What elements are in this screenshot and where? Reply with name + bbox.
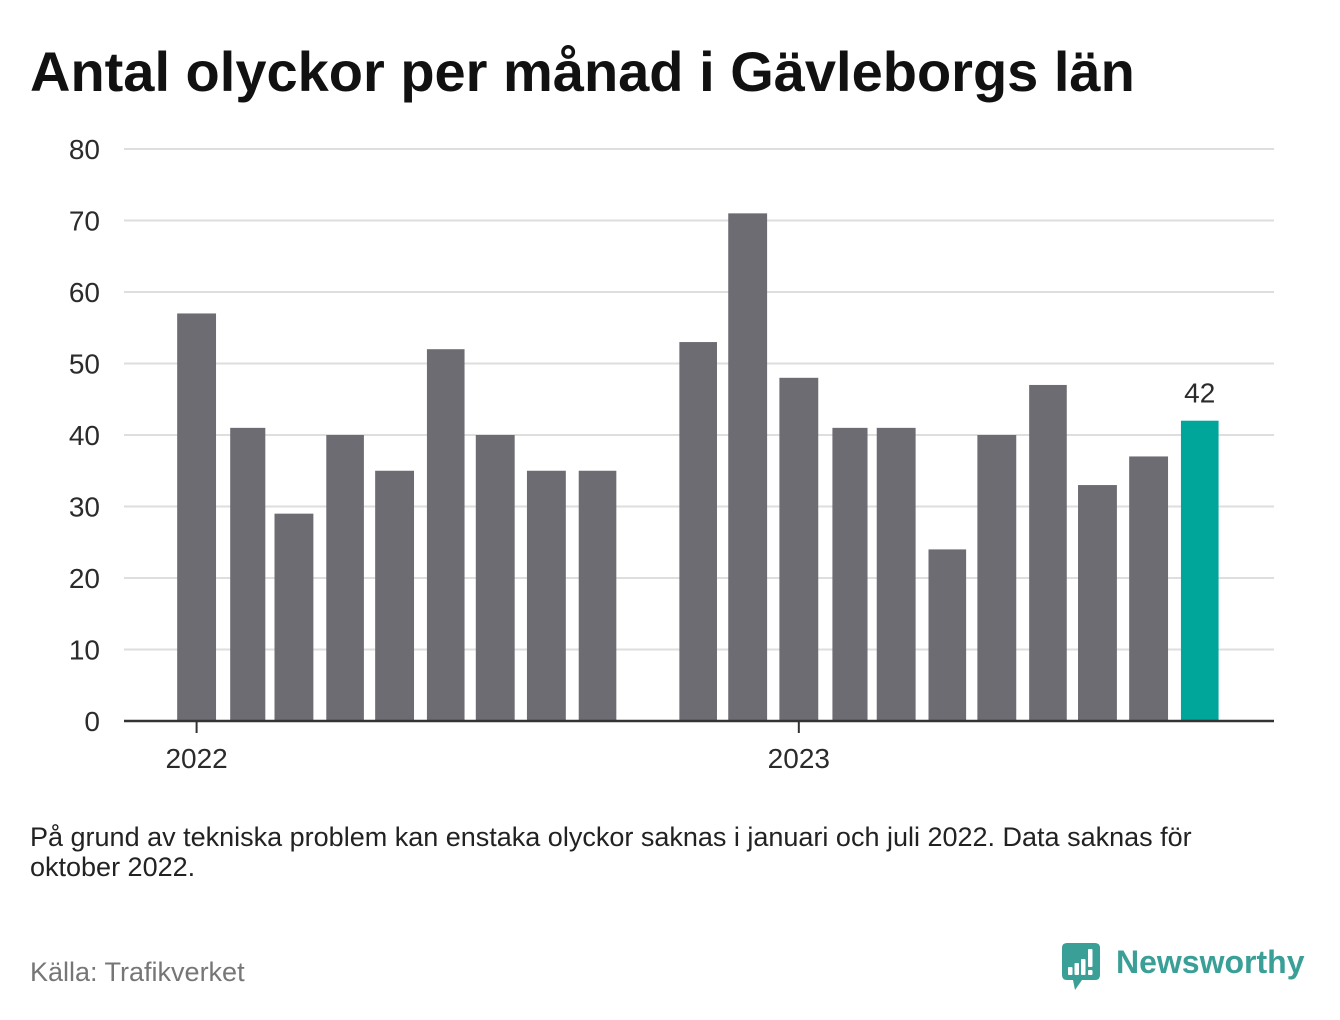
logo-dot xyxy=(1088,970,1093,975)
y-tick-label: 50 xyxy=(69,349,100,380)
data-label: 42 xyxy=(1184,378,1215,409)
bar-2023-04 xyxy=(928,549,967,721)
data-labels: 42 xyxy=(1184,378,1215,409)
bar-2023-06 xyxy=(1029,384,1067,721)
bar-2022-11 xyxy=(679,342,717,721)
logo-bar-3 xyxy=(1081,959,1086,975)
y-tick-label: 0 xyxy=(84,706,100,737)
y-tick-label: 30 xyxy=(69,492,100,523)
bars xyxy=(177,213,1219,721)
bar-2023-05 xyxy=(977,435,1017,721)
bar-2023-01 xyxy=(779,377,819,721)
logo-bar-4 xyxy=(1088,949,1093,967)
x-tick-label: 2023 xyxy=(768,743,830,774)
y-tick-label: 60 xyxy=(69,277,100,308)
bar-2023-02 xyxy=(832,427,868,721)
bar-2022-04 xyxy=(326,435,364,721)
y-axis-labels: 0 10 20 30 40 50 60 70 80 xyxy=(69,134,100,737)
bar-2023-03 xyxy=(876,427,916,721)
bar-2023-08 xyxy=(1129,456,1169,721)
bar-2022-07 xyxy=(475,435,515,721)
chart-bubble-icon xyxy=(1062,943,1100,990)
y-tick-label: 20 xyxy=(69,563,100,594)
bar-2022-03 xyxy=(274,513,314,721)
bar-2022-08 xyxy=(526,470,566,721)
bar-2022-09 xyxy=(578,470,617,721)
footnote: På grund av tekniska problem kan enstaka… xyxy=(30,822,1192,882)
source-credit: Källa: Trafikverket xyxy=(30,957,245,987)
x-tick-label: 2022 xyxy=(165,743,227,774)
y-tick-label: 80 xyxy=(69,134,100,165)
bar-2022-01 xyxy=(177,313,217,721)
y-tick-label: 40 xyxy=(69,420,100,451)
logo-bar-2 xyxy=(1074,963,1079,975)
newsworthy-logo: Newsworthy xyxy=(1060,940,1320,994)
x-axis: 2022 2023 xyxy=(124,719,1274,774)
logo-text: Newsworthy xyxy=(1116,944,1305,980)
bar-2022-02 xyxy=(230,427,266,721)
logo-bar-1 xyxy=(1068,967,1073,975)
y-tick-label: 70 xyxy=(69,206,100,237)
bar-2022-05 xyxy=(375,470,415,721)
bar-2023-07 xyxy=(1078,485,1117,721)
y-tick-label: 10 xyxy=(69,635,100,666)
bar-2023-09 xyxy=(1180,420,1219,721)
bar-2022-12 xyxy=(728,213,768,721)
bar-2022-06 xyxy=(426,349,465,721)
chart-title: Antal olyckor per månad i Gävleborgs län xyxy=(30,40,1135,103)
bar-chart: 0 10 20 30 40 50 60 70 80 2022 2023 42 xyxy=(69,134,1274,774)
